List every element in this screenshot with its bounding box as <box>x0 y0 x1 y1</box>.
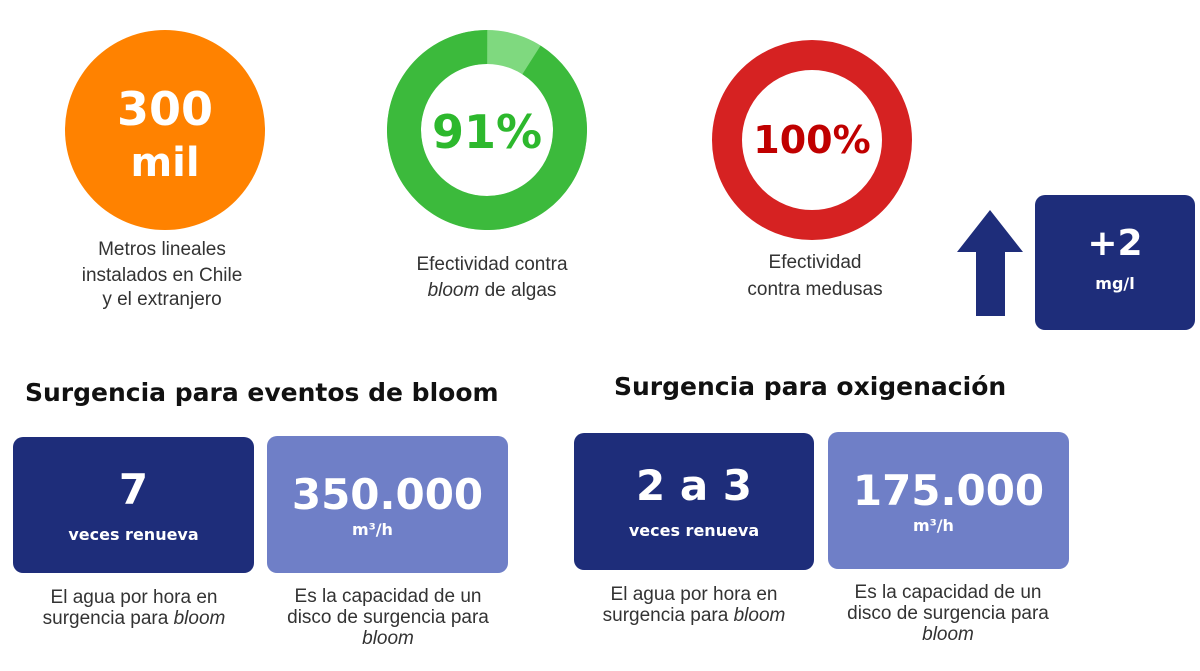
card-unit: veces renueva <box>68 525 199 544</box>
oxygen-value: +2 <box>1087 223 1143 264</box>
meters-unit: mil <box>130 140 200 186</box>
caption-line: surgencia para bloom <box>603 605 786 626</box>
donut-fill <box>712 40 912 240</box>
caption-text: surgencia para <box>602 605 734 626</box>
algae-caption: Efectividad contra bloom de algas <box>416 253 567 303</box>
jellyfish-value: 100% <box>753 118 871 162</box>
renewal-card: 7 veces renueva <box>13 437 254 573</box>
caption-line: Metros lineales <box>98 239 226 260</box>
renewal-caption: El agua por hora en surgencia para bloom <box>603 584 786 626</box>
donut-fill <box>387 30 587 230</box>
arrow-up-icon <box>957 210 1023 316</box>
caption-em: bloom <box>427 280 480 301</box>
renewal-caption: El agua por hora en surgencia para bloom <box>43 587 226 629</box>
caption-line: disco de surgencia para <box>287 607 489 628</box>
caption-line: El agua por hora en <box>610 584 778 605</box>
section-title-bloom: Surgencia para eventos de bloom <box>25 378 499 407</box>
capacity-card: 350.000 m³/h <box>267 436 508 573</box>
oxygen-unit: mg/l <box>1095 274 1135 293</box>
meters-circle <box>65 30 265 230</box>
caption-line: Efectividad <box>768 252 862 273</box>
caption-rest: de algas <box>479 280 557 301</box>
caption-em: bloom <box>733 605 786 626</box>
card-unit: veces renueva <box>628 521 760 540</box>
card-unit: m³/h <box>352 520 393 539</box>
capacity-caption: Es la capacidad de un disco de surgencia… <box>287 586 489 649</box>
caption-em: bloom <box>173 608 226 629</box>
caption-line: contra medusas <box>747 279 883 300</box>
caption-line: bloom de algas <box>416 279 567 303</box>
card-value: 350.000 <box>291 470 484 519</box>
algae-donut <box>387 30 587 230</box>
caption-em: bloom <box>362 628 414 649</box>
section-title-oxygenation: Surgencia para oxigenación <box>614 372 1007 401</box>
card-value: 7 <box>118 465 149 514</box>
card-unit: m³/h <box>913 516 954 535</box>
meters-value: 300 <box>116 82 214 136</box>
jellyfish-donut <box>712 40 912 240</box>
caption-line: Efectividad contra <box>416 254 568 275</box>
caption-line: Es la capacidad de un <box>854 582 1042 603</box>
caption-line: y el extranjero <box>102 289 222 310</box>
caption-line: bloom <box>847 624 1049 645</box>
caption-line: disco de surgencia para <box>847 603 1049 624</box>
caption-line: El agua por hora en <box>50 587 218 608</box>
oxygen-box: +2 mg/l <box>1035 195 1195 330</box>
caption-line: instalados en Chile <box>81 265 243 286</box>
caption-text: surgencia para <box>42 608 174 629</box>
capacity-caption: Es la capacidad de un disco de surgencia… <box>847 582 1049 645</box>
renewal-card: 2 a 3 veces renueva <box>574 433 814 570</box>
capacity-card: 175.000 m³/h <box>828 432 1069 569</box>
caption-em: bloom <box>922 624 974 645</box>
caption-line: Es la capacidad de un <box>294 586 482 607</box>
caption-line: surgencia para bloom <box>43 608 226 629</box>
card-value: 175.000 <box>852 466 1045 515</box>
jellyfish-caption: Efectividad contra medusas <box>747 251 882 302</box>
card-value: 2 a 3 <box>635 461 753 510</box>
algae-value: 91% <box>431 105 543 159</box>
caption-line: bloom <box>287 628 489 649</box>
meters-caption: Metros lineales instalados en Chile y el… <box>82 238 243 312</box>
